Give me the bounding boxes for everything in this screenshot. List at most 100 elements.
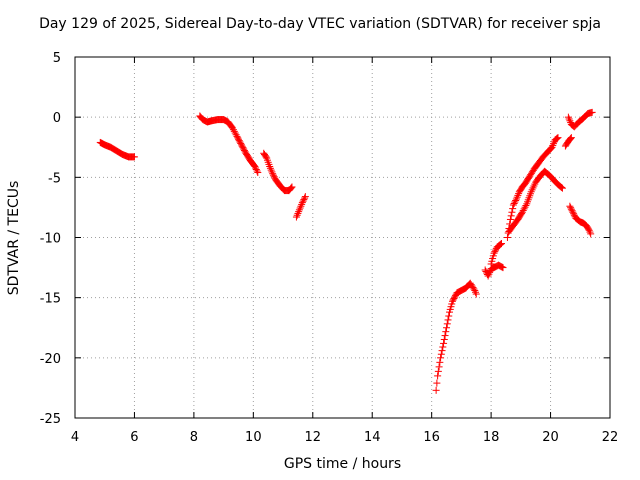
data-point xyxy=(439,343,447,351)
data-point xyxy=(548,143,556,151)
data-point xyxy=(301,194,309,202)
data-point xyxy=(558,184,566,192)
data-point xyxy=(567,135,575,143)
data-point xyxy=(443,324,451,332)
data-point xyxy=(229,126,237,134)
y-tick-label: 0 xyxy=(53,111,61,126)
data-point xyxy=(300,196,308,204)
data-point xyxy=(437,354,445,362)
data-point xyxy=(510,200,518,208)
data-point xyxy=(569,208,577,216)
x-tick-label: 6 xyxy=(130,430,138,445)
data-point xyxy=(297,202,305,210)
data-point xyxy=(295,206,303,214)
data-point xyxy=(262,153,270,161)
data-point xyxy=(512,195,520,203)
data-point xyxy=(587,230,595,238)
data-point xyxy=(550,140,558,148)
data-point xyxy=(518,209,526,217)
data-point xyxy=(553,135,560,143)
data-point xyxy=(509,205,517,213)
y-tick-label: -25 xyxy=(40,412,61,427)
y-axis-label: SDTVAR / TECUs xyxy=(6,180,22,296)
data-point xyxy=(520,205,528,213)
data-point xyxy=(567,134,575,142)
data-point xyxy=(437,350,445,358)
data-point xyxy=(440,339,448,347)
data-point xyxy=(469,284,477,292)
data-point xyxy=(526,172,534,180)
data-point xyxy=(130,153,138,161)
data-point xyxy=(566,202,574,210)
data-point xyxy=(492,246,500,254)
data-point xyxy=(433,379,441,387)
data-point xyxy=(549,141,557,149)
data-point xyxy=(490,249,498,257)
data-point xyxy=(503,234,511,241)
data-point xyxy=(527,171,535,179)
x-tick-label: 12 xyxy=(305,430,322,445)
data-point xyxy=(588,108,596,116)
x-tick-label: 16 xyxy=(423,430,440,445)
data-point xyxy=(270,173,278,181)
data-point xyxy=(251,163,259,171)
data-point xyxy=(484,272,492,280)
data-point xyxy=(485,270,493,278)
data-point xyxy=(498,240,506,248)
data-point xyxy=(253,167,261,175)
data-point xyxy=(528,168,536,176)
data-point xyxy=(269,171,277,179)
data-point xyxy=(519,207,527,215)
data-point xyxy=(566,135,574,143)
data-point xyxy=(508,208,516,216)
data-point xyxy=(565,115,573,123)
data-point xyxy=(266,164,274,172)
data-point xyxy=(507,212,515,220)
data-point xyxy=(288,183,296,191)
x-tick-label: 4 xyxy=(71,430,79,445)
data-point xyxy=(471,286,479,294)
data-point xyxy=(231,129,239,137)
data-point xyxy=(496,241,504,249)
x-tick-label: 18 xyxy=(483,430,500,445)
data-point xyxy=(566,117,574,125)
data-point xyxy=(438,347,446,355)
data-point xyxy=(295,208,303,216)
data-point xyxy=(287,184,295,192)
data-point xyxy=(553,134,561,142)
data-point xyxy=(499,264,507,272)
data-point xyxy=(296,204,304,212)
data-point xyxy=(506,215,514,223)
data-point xyxy=(567,204,575,212)
data-point xyxy=(513,193,521,201)
data-point xyxy=(470,285,478,293)
data-point xyxy=(252,164,260,172)
x-axis-ticks: 4 6 8 10 12 14 16 18 20 22 xyxy=(71,57,618,445)
data-point xyxy=(481,266,489,274)
data-point xyxy=(268,168,276,176)
data-point xyxy=(522,201,530,209)
data-point xyxy=(491,248,499,256)
x-tick-label: 14 xyxy=(364,430,381,445)
data-point xyxy=(570,211,578,219)
data-point xyxy=(472,288,480,296)
data-point xyxy=(435,363,443,371)
data-point xyxy=(269,170,277,178)
data-point xyxy=(444,316,452,324)
x-tick-label: 10 xyxy=(245,430,262,445)
data-point xyxy=(584,225,592,233)
data-point xyxy=(301,193,309,201)
data-point xyxy=(442,328,450,336)
data-points xyxy=(96,108,596,394)
data-point xyxy=(432,386,440,394)
x-tick-label: 22 xyxy=(602,430,619,445)
data-point xyxy=(232,131,240,139)
data-point xyxy=(252,166,260,174)
data-point xyxy=(445,312,453,320)
data-point xyxy=(515,190,523,198)
y-tick-label: -15 xyxy=(40,292,61,307)
data-point xyxy=(294,209,302,217)
chart-title: Day 129 of 2025, Sidereal Day-to-day VTE… xyxy=(39,16,601,32)
data-point xyxy=(292,213,300,221)
